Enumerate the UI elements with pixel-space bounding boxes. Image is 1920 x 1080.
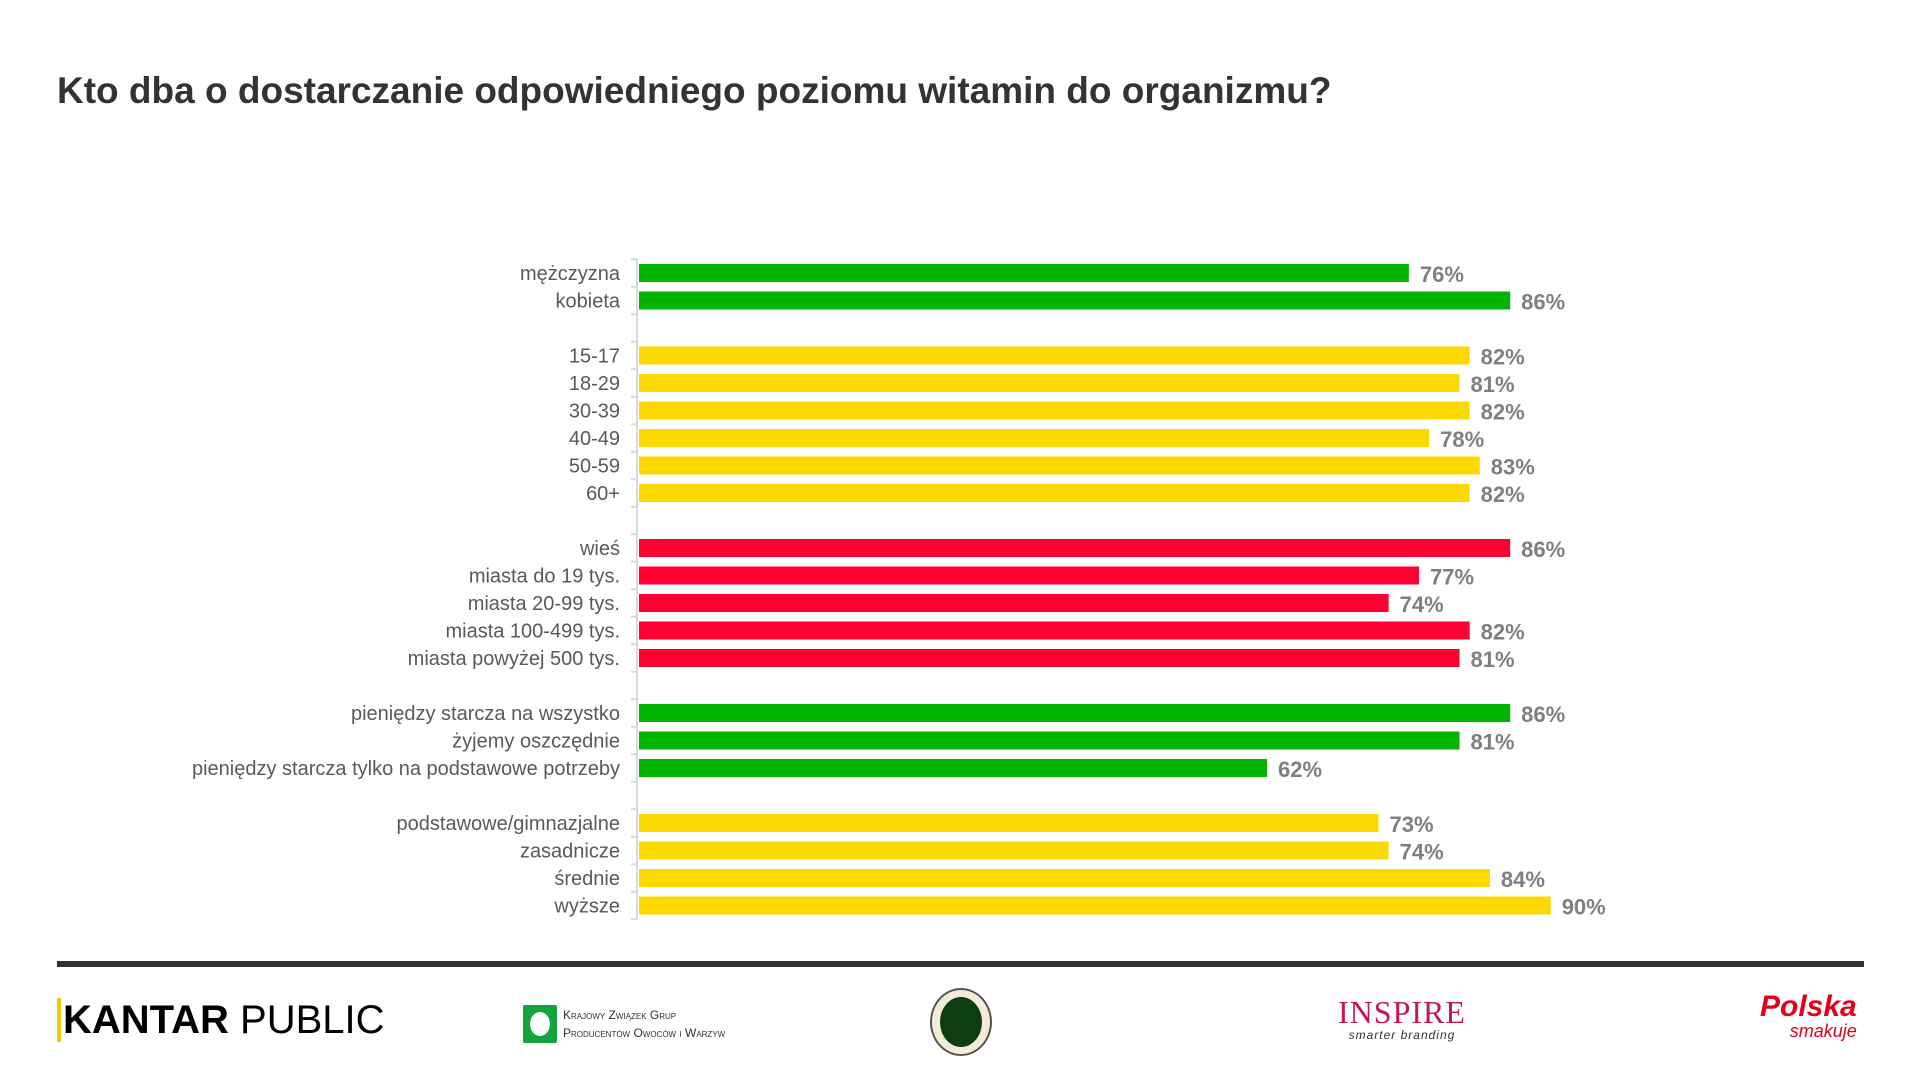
category-label: 30-39: [569, 401, 620, 423]
inspire-logo: INSPIRE smarter branding: [1338, 996, 1466, 1042]
data-label: 81%: [1471, 647, 1515, 672]
inspire-text: INSPIRE: [1338, 994, 1466, 1030]
bar: [639, 346, 1470, 365]
data-label: 74%: [1400, 592, 1444, 617]
polska-text: Polska: [1760, 990, 1857, 1023]
data-label: 82%: [1481, 620, 1525, 645]
bar: [639, 401, 1470, 420]
bar-chart: mężczyzna 76% kobieta 86% 15-17 82% 18-29 81% 30…: [192, 258, 1606, 921]
data-label: 83%: [1491, 455, 1535, 480]
category-label: mężczyzna: [520, 263, 621, 285]
wheat-icon: [940, 997, 982, 1047]
data-label: 73%: [1389, 812, 1433, 837]
category-label: miasta 20-99 tys.: [468, 593, 620, 615]
bar: [639, 566, 1420, 585]
data-label: 81%: [1471, 372, 1515, 397]
category-label: pieniędzy starcza tylko na podstawowe po…: [192, 758, 620, 780]
bar: [639, 264, 1409, 282]
bar: [639, 759, 1268, 777]
bar: [639, 429, 1430, 447]
category-label: wyższe: [553, 896, 620, 918]
data-label: 86%: [1521, 702, 1565, 727]
category-label: żyjemy oszczędnie: [452, 731, 620, 753]
bar: [639, 374, 1460, 392]
bar: [639, 539, 1511, 557]
data-label: 77%: [1430, 565, 1474, 590]
data-label: 82%: [1481, 482, 1525, 507]
category-label: 15-17: [569, 346, 620, 368]
bar: [639, 896, 1551, 915]
bar: [639, 704, 1511, 722]
kzgp-logo: Krajowy Związek Grup Producentów Owoców i…: [523, 1005, 725, 1043]
apple-icon: [523, 1005, 557, 1043]
kzgp-line1: Krajowy Związek Grup: [563, 1008, 677, 1022]
data-label: 82%: [1481, 345, 1525, 370]
data-label: 86%: [1521, 537, 1565, 562]
footer-divider: [57, 961, 1864, 967]
page-title: Kto dba o dostarczanie odpowiedniego poz…: [57, 70, 1332, 111]
inspire-tagline: smarter branding: [1348, 1028, 1456, 1042]
bar: [639, 841, 1389, 860]
data-label: 82%: [1481, 400, 1525, 425]
bar: [639, 594, 1389, 612]
data-label: 90%: [1562, 895, 1606, 920]
data-label: 84%: [1501, 867, 1545, 892]
category-label: 18-29: [569, 373, 620, 395]
bar: [639, 484, 1470, 502]
data-label: 62%: [1278, 757, 1322, 782]
smakuje-text: smakuje: [1789, 1021, 1857, 1041]
polska-smakuje-logo: Polska smakuje: [1760, 990, 1857, 1041]
category-label: miasta 100-499 tys.: [445, 621, 620, 643]
bar: [639, 456, 1480, 475]
category-label: 40-49: [569, 428, 620, 450]
public-logo-text: PUBLIC: [240, 998, 385, 1042]
category-label: 60+: [586, 483, 620, 505]
data-label: 78%: [1440, 427, 1484, 452]
data-label: 76%: [1420, 262, 1464, 287]
category-label: 50-59: [569, 456, 620, 478]
category-label: kobieta: [556, 291, 621, 313]
data-label: 81%: [1471, 730, 1515, 755]
kzgp-line2: Producentów Owoców i Warzyw: [563, 1026, 726, 1040]
category-label: pieniędzy starcza na wszystko: [351, 703, 620, 725]
bar: [639, 814, 1379, 832]
data-label: 86%: [1521, 290, 1565, 315]
category-label: miasta do 19 tys.: [469, 566, 620, 588]
category-label: podstawowe/gimnazjalne: [397, 813, 620, 835]
category-label: wieś: [579, 538, 620, 560]
category-label: średnie: [554, 868, 620, 890]
bar: [639, 621, 1470, 640]
category-label: miasta powyżej 500 tys.: [408, 648, 620, 670]
bar: [639, 731, 1460, 750]
bar: [639, 291, 1511, 310]
kantar-public-logo: KANTAR PUBLIC: [57, 998, 385, 1043]
kantar-logo-text: KANTAR: [57, 998, 229, 1042]
bar: [639, 869, 1490, 887]
data-label: 74%: [1400, 840, 1444, 865]
category-label: zasadnicze: [520, 841, 620, 863]
ministry-seal-logo: [930, 988, 992, 1056]
bar: [639, 649, 1460, 667]
